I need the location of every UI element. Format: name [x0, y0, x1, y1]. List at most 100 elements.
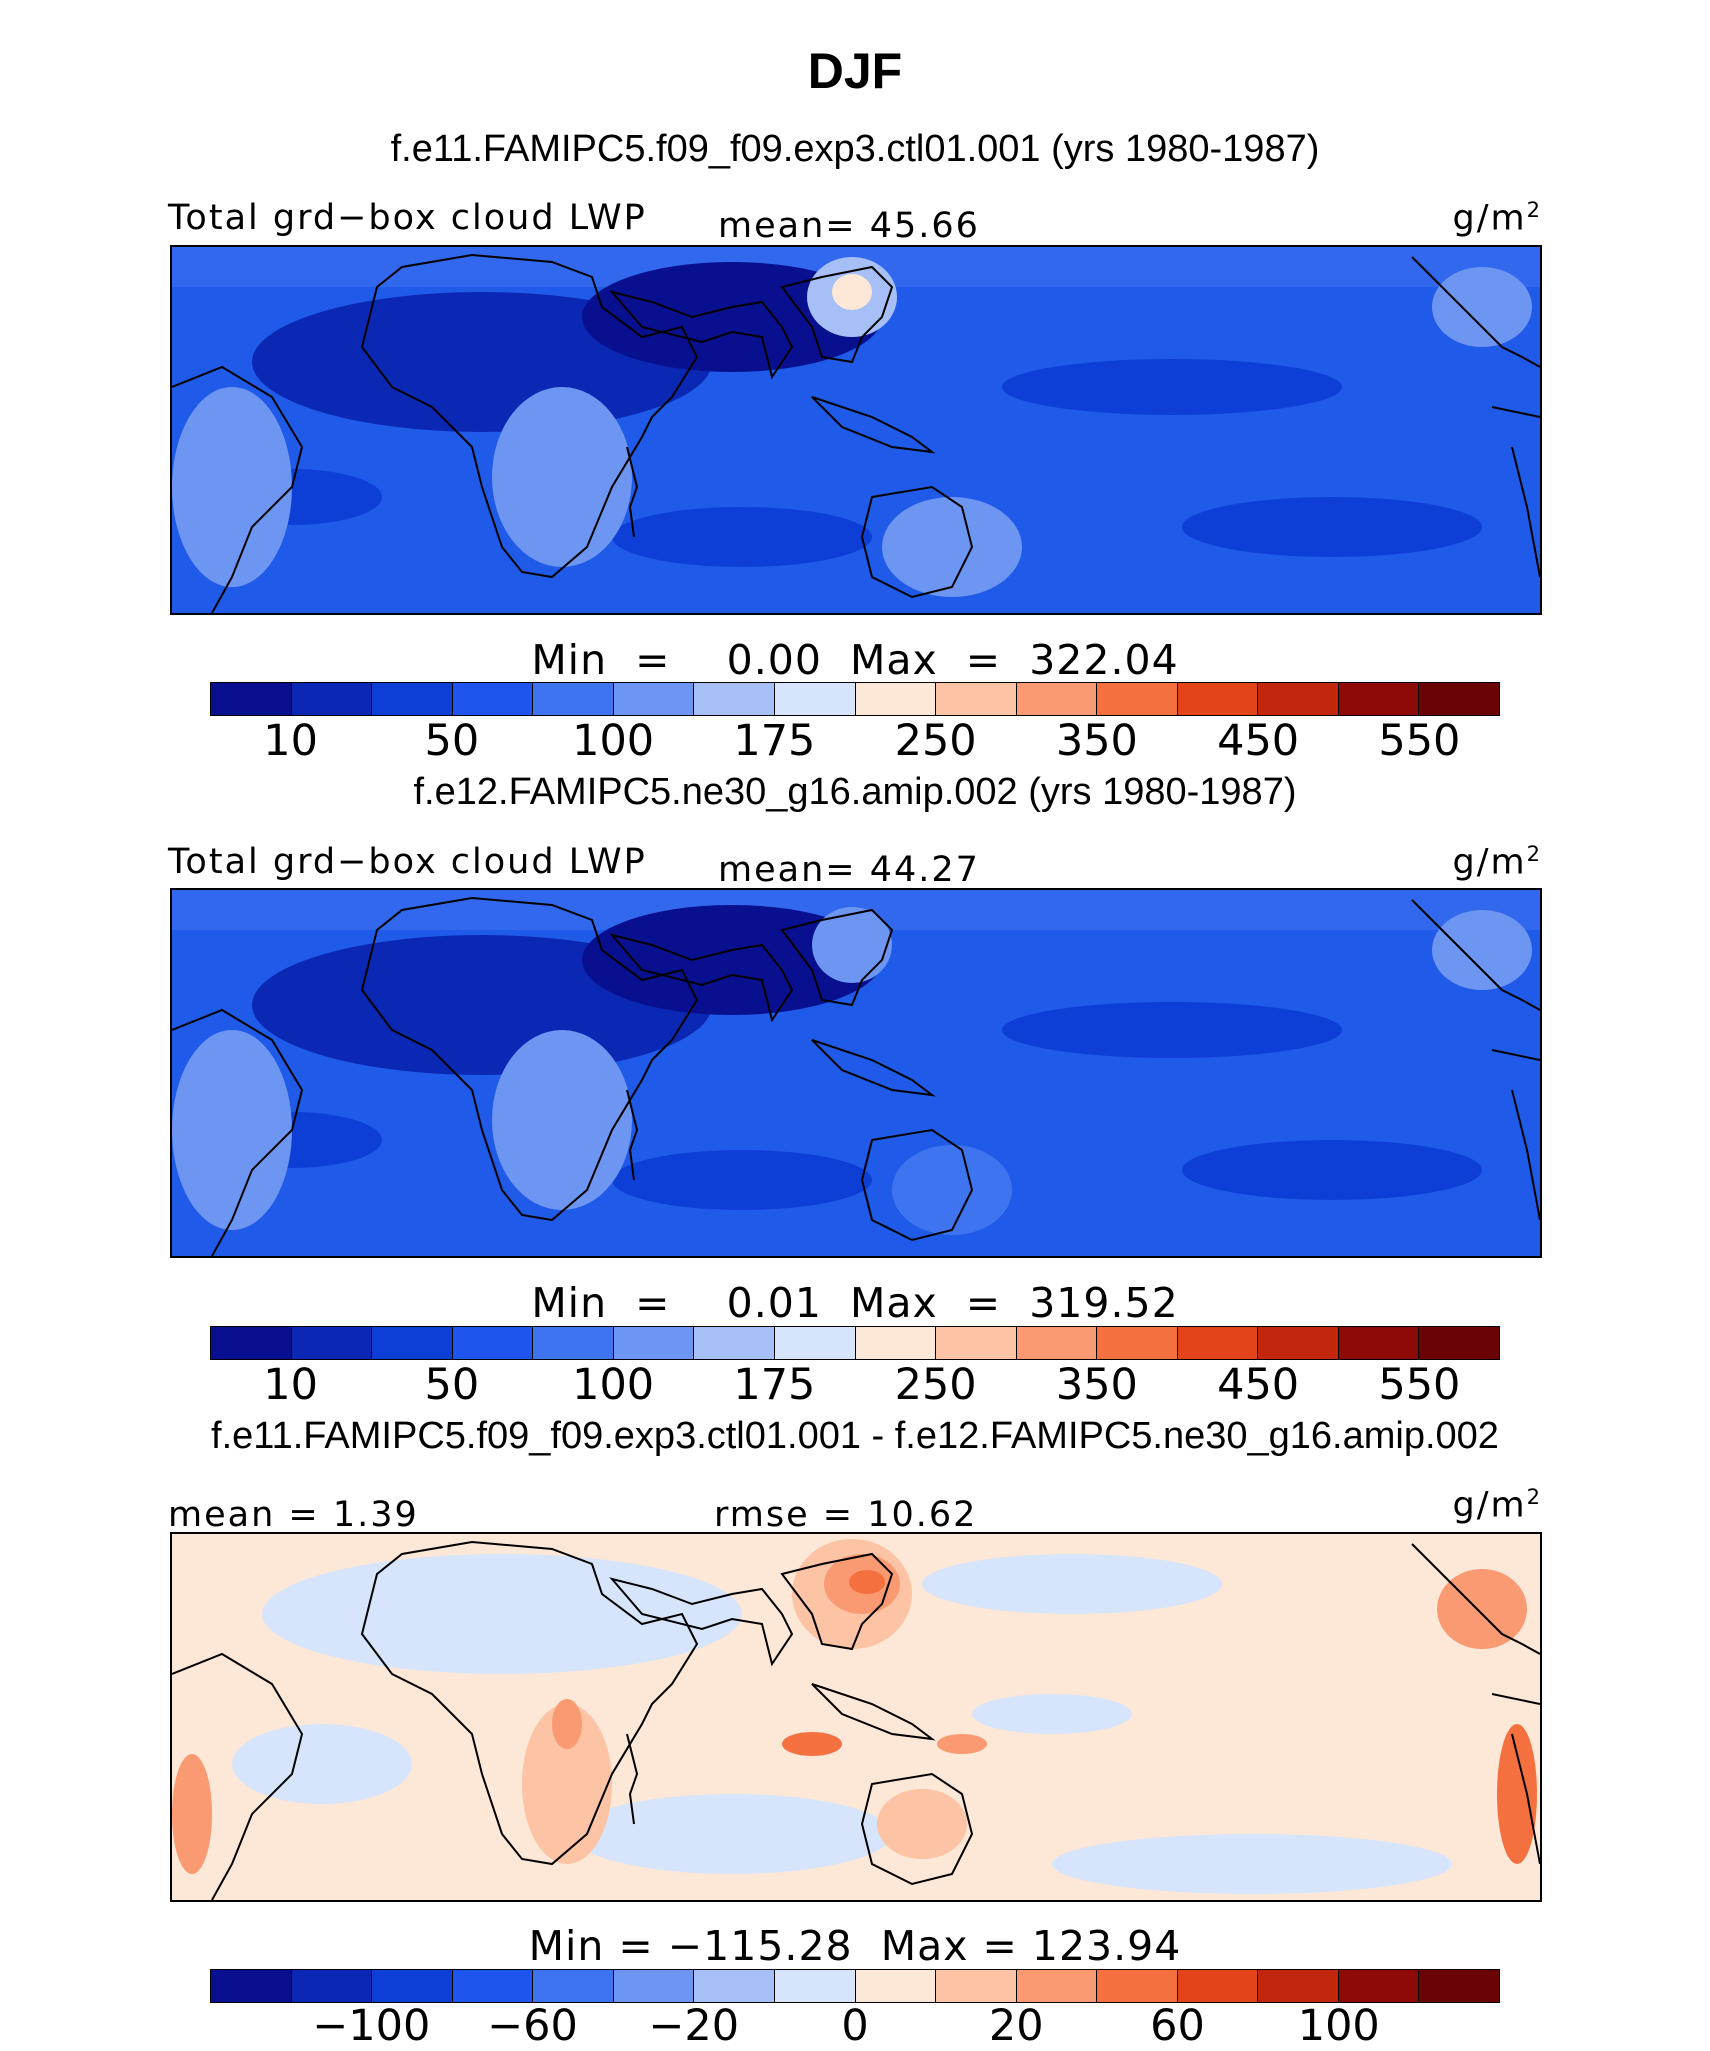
panel-1-title: f.e11.FAMIPC5.f09_f09.exp3.ctl01.001 (yr…: [390, 128, 1320, 170]
high-lwp-south-america: [172, 1030, 292, 1230]
colorbar-tick-label: 350: [1055, 1360, 1138, 1410]
colorbar-tick-label: 175: [733, 716, 816, 766]
colorbar-tick-label: 20: [988, 2001, 1044, 2051]
panel-1-variable-label: Total grd−box cloud LWP: [168, 198, 647, 238]
colorbar-swatch: [291, 683, 373, 715]
colorbar-tick-label: 175: [733, 1360, 816, 1410]
colorbar-swatch: [613, 683, 695, 715]
colorbar-tick-label: 250: [894, 716, 977, 766]
panel-1-mean-label: mean= 45.66: [718, 206, 980, 246]
colorbar-swatch: [452, 1970, 534, 2002]
colorbar-swatch: [1338, 1970, 1420, 2002]
pos-diff-new-guinea: [937, 1734, 987, 1754]
high-lwp-south-america: [172, 387, 292, 587]
colorbar-swatch: [1419, 1970, 1499, 2002]
low-lwp-arabia: [582, 905, 882, 1015]
figure-title: DJF: [807, 43, 903, 99]
coastlines: [172, 896, 1540, 1256]
high-lwp-australia: [882, 497, 1022, 597]
high-lwp-australia: [892, 1145, 1012, 1235]
panel-3-title: f.e11.FAMIPC5.f09_f09.exp3.ctl01.001 - f…: [211, 1415, 1499, 1457]
colorbar-swatch: [452, 683, 534, 715]
colorbar-tick-label: 60: [1150, 2001, 1205, 2051]
colorbar-swatch: [694, 683, 775, 715]
coastlines: [172, 1540, 1540, 1900]
colorbar-swatch: [1419, 1327, 1499, 1359]
colorbar-swatch: [372, 683, 453, 715]
panel-2-colorbar-ticks: 10 50 100 175 250 350 450 550: [210, 1360, 1500, 1410]
colorbar-swatch: [1338, 683, 1420, 715]
pos-diff-central-america: [1437, 1569, 1527, 1649]
colorbar-tick-label: 250: [894, 1360, 977, 1410]
colorbar-swatch: [855, 683, 937, 715]
colorbar-tick-label: −100: [312, 2001, 431, 2051]
neg-diff-s-atlantic: [232, 1724, 412, 1804]
panel-1-colorbar: [210, 682, 1500, 716]
colorbar-swatch: [1177, 1327, 1259, 1359]
colorbar-swatch: [1097, 683, 1178, 715]
colorbar-tick-label: 550: [1378, 716, 1461, 766]
low-lwp-s-indian: [612, 507, 872, 567]
panel-3-colorbar-ticks: −100 −60 −20 0 20 60 100: [210, 2001, 1500, 2051]
colorbar-tick-label: 350: [1055, 716, 1138, 766]
panel-2-map: [170, 888, 1542, 1258]
panel-1-minmax: Min = 0.00 Max = 322.04: [531, 636, 1179, 684]
panel-3-mean-label: mean = 1.39: [168, 1495, 419, 1535]
high-lwp-us-east: [1432, 267, 1532, 347]
colorbar-swatch: [694, 1970, 775, 2002]
colorbar-tick-label: 10: [263, 1360, 318, 1410]
colorbar-swatch: [1016, 1970, 1098, 2002]
high-lwp-china-core: [832, 274, 872, 310]
colorbar-tick-label: 50: [424, 1360, 480, 1410]
colorbar-swatch: [694, 1327, 775, 1359]
panel-1-map: [170, 245, 1542, 615]
colorbar-tick-label: 100: [572, 716, 655, 766]
neg-diff-s-pacific: [1052, 1834, 1452, 1894]
colorbar-swatch: [291, 1970, 373, 2002]
pos-diff-china-peak: [849, 1570, 885, 1594]
pos-diff-east-africa-core: [552, 1699, 582, 1749]
pos-diff-indonesia: [782, 1732, 842, 1756]
colorbar-swatch: [372, 1327, 453, 1359]
panel-2-variable-label: Total grd−box cloud LWP: [168, 842, 647, 882]
pos-diff-east-africa: [522, 1704, 612, 1864]
panel-2-units: g/m2: [1452, 842, 1542, 883]
colorbar-swatch: [211, 683, 292, 715]
colorbar-swatch: [372, 1970, 453, 2002]
colorbar-swatch: [855, 1970, 937, 2002]
colorbar-swatch: [613, 1970, 695, 2002]
colorbar-swatch: [211, 1327, 292, 1359]
low-lwp-pacific: [1002, 359, 1342, 415]
low-lwp-s-indian: [612, 1150, 872, 1210]
colorbar-tick-label: −20: [648, 2001, 740, 2051]
colorbar-swatch: [211, 1970, 292, 2002]
colorbar-swatch: [613, 1327, 695, 1359]
panel-2-colorbar: [210, 1326, 1500, 1360]
low-lwp-s-pacific: [1182, 1140, 1482, 1200]
panel-2-title: f.e12.FAMIPC5.ne30_g16.amip.002 (yrs 198…: [413, 771, 1297, 813]
neg-diff-s-indian: [572, 1794, 892, 1874]
colorbar-swatch: [533, 1327, 614, 1359]
panel-1-units: g/m2: [1452, 198, 1542, 239]
colorbar-tick-label: 100: [1297, 2001, 1380, 2051]
colorbar-swatch: [1258, 1970, 1339, 2002]
panel-3-units: g/m2: [1452, 1485, 1542, 1526]
high-lwp-china: [812, 907, 892, 983]
colorbar-swatch: [774, 1327, 856, 1359]
colorbar-swatch: [855, 1327, 937, 1359]
colorbar-tick-label: 50: [424, 716, 480, 766]
colorbar-tick-label: 10: [263, 716, 318, 766]
colorbar-swatch: [936, 1327, 1017, 1359]
colorbar-swatch: [1258, 1327, 1339, 1359]
colorbar-tick-label: 100: [572, 1360, 655, 1410]
pos-diff-south-america: [172, 1754, 212, 1874]
low-lwp-arabia: [582, 262, 882, 372]
neg-diff-nw-pacific: [972, 1694, 1132, 1734]
colorbar-swatch: [533, 1970, 614, 2002]
colorbar-swatch: [452, 1327, 534, 1359]
colorbar-tick-label: −60: [487, 2001, 578, 2051]
colorbar-swatch: [936, 1970, 1017, 2002]
colorbar-tick-label: 550: [1378, 1360, 1461, 1410]
panel-3-map: [170, 1532, 1542, 1902]
coastlines: [172, 253, 1540, 613]
